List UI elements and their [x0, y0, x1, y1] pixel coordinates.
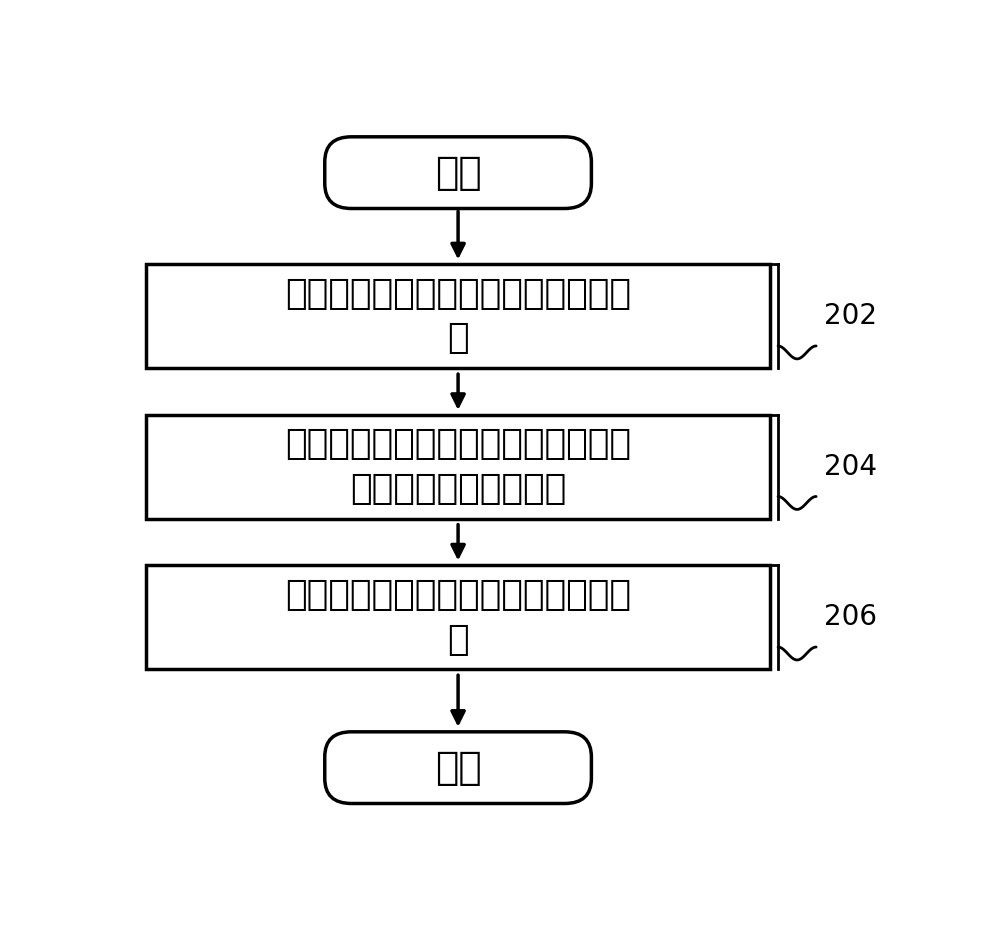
FancyBboxPatch shape: [324, 732, 592, 803]
Text: 206: 206: [824, 603, 877, 631]
Text: 对铝合金原料进行数控加工，得到粗
胚: 对铝合金原料进行数控加工，得到粗 胚: [285, 277, 631, 356]
Text: 对半成品外壳进行镀膜，得到成品外
壳: 对半成品外壳进行镀膜，得到成品外 壳: [285, 578, 631, 656]
Text: 结束: 结束: [434, 749, 482, 787]
Bar: [145, 264, 771, 368]
FancyBboxPatch shape: [324, 137, 592, 209]
Text: 204: 204: [824, 452, 877, 480]
Text: 202: 202: [824, 302, 877, 330]
Bar: [145, 565, 771, 669]
Text: 开始: 开始: [434, 154, 482, 192]
Text: 对粗胚外壳进行多次抛光与多次表面
镀层，得到半成品外壳: 对粗胚外壳进行多次抛光与多次表面 镀层，得到半成品外壳: [285, 427, 631, 506]
Bar: [145, 414, 771, 519]
